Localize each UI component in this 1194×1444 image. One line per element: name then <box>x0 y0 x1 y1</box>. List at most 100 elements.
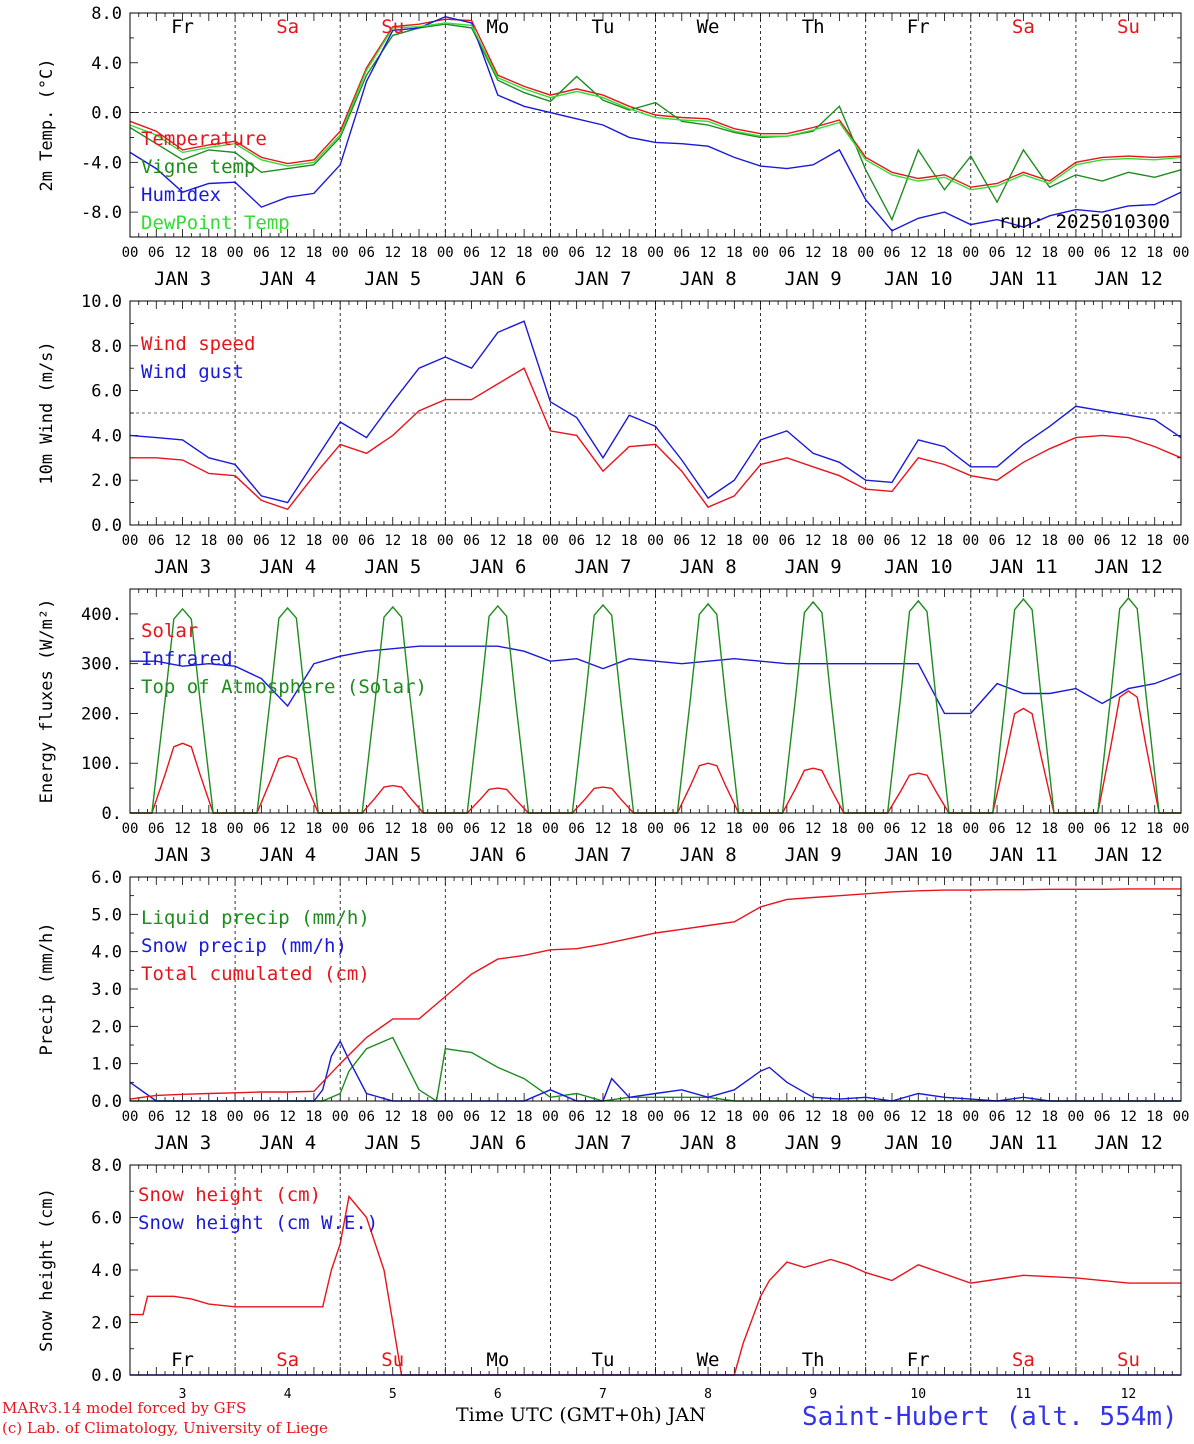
hour-label: 00 <box>1067 821 1084 837</box>
hour-label: 06 <box>253 245 270 261</box>
hour-label: 00 <box>227 821 244 837</box>
day-number-label: 4 <box>284 1387 292 1402</box>
hour-label: 12 <box>700 245 717 261</box>
hour-label: 00 <box>542 1109 559 1125</box>
day-number-label: 6 <box>494 1387 502 1402</box>
hour-label: 06 <box>358 1109 375 1125</box>
hour-label: 18 <box>305 1109 322 1125</box>
legend-entry: Temperature <box>141 128 267 150</box>
hour-label: 12 <box>384 533 401 549</box>
plot-frame <box>129 12 1182 238</box>
hour-label: 00 <box>857 533 874 549</box>
date-label: JAN 5 <box>364 268 421 290</box>
hour-label: 06 <box>778 821 795 837</box>
model-credit: MARv3.14 model forced by GFS <box>2 1399 247 1417</box>
hour-label: 06 <box>673 1109 690 1125</box>
y-tick-label: 6.0 <box>91 868 122 888</box>
hour-label: 00 <box>1067 1109 1084 1125</box>
hour-label: 00 <box>1173 245 1190 261</box>
date-label: JAN 8 <box>679 268 736 290</box>
series-temperature <box>129 18 1182 188</box>
y-axis-label: 10m Wind (m/s) <box>37 341 57 484</box>
hour-label: 06 <box>568 1109 585 1125</box>
hour-label: 12 <box>910 1109 927 1125</box>
hour-label: 06 <box>253 1109 270 1125</box>
hour-label: 06 <box>358 245 375 261</box>
date-label: JAN 3 <box>154 844 211 866</box>
hour-label: 12 <box>595 821 612 837</box>
hour-label: 12 <box>384 821 401 837</box>
hour-label: 18 <box>411 821 428 837</box>
panel-4 <box>129 876 1182 1103</box>
legend-entry: Wind speed <box>141 333 255 355</box>
lab-credit: (c) Lab. of Climatology, University of L… <box>2 1419 328 1437</box>
y-tick-label: 0.0 <box>91 1366 122 1386</box>
hour-label: 18 <box>621 821 638 837</box>
date-label: JAN 7 <box>574 844 631 866</box>
legend-entry: Snow height (cm) <box>138 1184 321 1206</box>
weekday-label: Sa <box>1012 16 1035 38</box>
y-tick-label: 400. <box>81 605 122 625</box>
date-label: JAN 11 <box>989 844 1058 866</box>
station-name: Saint-Hubert (alt. 554m) <box>802 1402 1178 1432</box>
hour-label: 12 <box>279 821 296 837</box>
hour-label: 06 <box>568 821 585 837</box>
date-label: JAN 10 <box>884 268 953 290</box>
y-tick-label: 0.0 <box>91 104 122 124</box>
hour-label: 00 <box>227 1109 244 1125</box>
date-label: JAN 8 <box>679 556 736 578</box>
hour-label: 12 <box>1015 821 1032 837</box>
hour-label: 06 <box>358 821 375 837</box>
date-label: JAN 3 <box>154 268 211 290</box>
hour-label: 00 <box>857 1109 874 1125</box>
hour-label: 06 <box>1094 1109 1111 1125</box>
hour-label: 18 <box>726 533 743 549</box>
hour-label: 00 <box>437 245 454 261</box>
hour-label: 18 <box>411 533 428 549</box>
y-tick-label: -8.0 <box>81 203 122 223</box>
hour-label: 18 <box>1146 821 1163 837</box>
hour-label: 06 <box>358 533 375 549</box>
day-number-label: 9 <box>809 1387 817 1402</box>
hour-label: 18 <box>200 245 217 261</box>
y-tick-label: 0. <box>102 804 122 824</box>
weekday-label: Su <box>1117 16 1140 38</box>
hour-label: 06 <box>463 245 480 261</box>
hour-label: 12 <box>805 245 822 261</box>
date-label: JAN 6 <box>469 1132 526 1154</box>
hour-label: 12 <box>384 245 401 261</box>
y-tick-label: 2.0 <box>91 1017 122 1037</box>
hour-label: 00 <box>752 533 769 549</box>
y-axis-label: Energy fluxes (W/m²) <box>37 599 57 804</box>
legend-entry: Liquid precip (mm/h) <box>141 907 370 929</box>
hour-label: 18 <box>516 821 533 837</box>
hour-label: 06 <box>463 533 480 549</box>
date-label: JAN 8 <box>679 844 736 866</box>
y-tick-label: 6.0 <box>91 382 122 402</box>
legend-entry: Vigne temp <box>141 156 255 178</box>
date-label: JAN 12 <box>1094 1132 1163 1154</box>
day-number-label: 11 <box>1016 1387 1032 1402</box>
y-tick-label: 2.0 <box>91 471 122 491</box>
day-number-label: 10 <box>910 1387 926 1402</box>
y-tick-label: 6.0 <box>91 1209 122 1229</box>
hour-label: 18 <box>621 533 638 549</box>
y-tick-label: 4.0 <box>91 1261 122 1281</box>
hour-label: 00 <box>857 245 874 261</box>
hour-label: 00 <box>962 245 979 261</box>
legend-entry: Wind gust <box>141 361 244 383</box>
hour-label: 06 <box>1094 245 1111 261</box>
hour-label: 12 <box>700 533 717 549</box>
y-axis-label: 2m Temp. (°C) <box>37 58 57 191</box>
legend-entry: DewPoint Temp <box>141 212 290 234</box>
hour-label: 12 <box>279 1109 296 1125</box>
hour-label: 12 <box>805 533 822 549</box>
series-total-cumulated-cm- <box>129 888 1181 1100</box>
hour-label: 00 <box>752 1109 769 1125</box>
weekday-label-bottom: Fr <box>171 1349 194 1371</box>
hour-label: 06 <box>1094 821 1111 837</box>
day-number-label: 5 <box>389 1387 397 1402</box>
hour-label: 00 <box>332 533 349 549</box>
hour-label: 06 <box>884 821 901 837</box>
